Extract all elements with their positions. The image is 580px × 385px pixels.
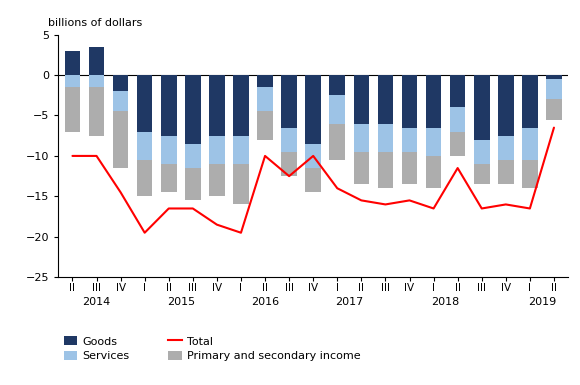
- Bar: [113, 75, 128, 91]
- Bar: [89, 75, 104, 87]
- Bar: [281, 127, 297, 152]
- Bar: [402, 75, 418, 127]
- Bar: [378, 75, 393, 124]
- Bar: [281, 75, 297, 127]
- Bar: [522, 75, 538, 127]
- Bar: [354, 75, 369, 124]
- Bar: [354, 152, 369, 184]
- Bar: [185, 75, 201, 144]
- Bar: [450, 75, 466, 107]
- Bar: [474, 164, 490, 184]
- Bar: [498, 160, 514, 184]
- Bar: [306, 75, 321, 144]
- Bar: [498, 136, 514, 160]
- Bar: [89, 87, 104, 136]
- Text: 2014: 2014: [82, 297, 111, 307]
- Bar: [257, 75, 273, 87]
- Bar: [161, 164, 176, 192]
- Bar: [137, 132, 153, 160]
- Bar: [450, 132, 466, 156]
- Bar: [161, 75, 176, 136]
- Text: 2018: 2018: [432, 297, 460, 307]
- Text: 2015: 2015: [166, 297, 195, 307]
- Bar: [233, 75, 249, 136]
- Bar: [185, 144, 201, 168]
- Text: 2017: 2017: [335, 297, 364, 307]
- Bar: [402, 127, 418, 152]
- Bar: [257, 87, 273, 111]
- Bar: [89, 47, 104, 75]
- Bar: [426, 75, 441, 127]
- Bar: [64, 87, 80, 132]
- Bar: [354, 124, 369, 152]
- Bar: [426, 156, 441, 188]
- Bar: [257, 111, 273, 140]
- Bar: [522, 127, 538, 160]
- Bar: [546, 75, 562, 79]
- Bar: [233, 164, 249, 204]
- Bar: [64, 75, 80, 87]
- Bar: [522, 160, 538, 188]
- Bar: [209, 136, 224, 164]
- Bar: [233, 136, 249, 164]
- Bar: [546, 79, 562, 99]
- Bar: [329, 124, 345, 160]
- Bar: [498, 75, 514, 136]
- Bar: [329, 95, 345, 124]
- Bar: [281, 152, 297, 176]
- Text: billions of dollars: billions of dollars: [48, 18, 142, 28]
- Legend: Goods, Services, Total, Primary and secondary income: Goods, Services, Total, Primary and seco…: [64, 336, 361, 362]
- Bar: [137, 160, 153, 196]
- Bar: [209, 164, 224, 196]
- Bar: [137, 75, 153, 132]
- Bar: [546, 99, 562, 119]
- Bar: [209, 75, 224, 136]
- Bar: [378, 152, 393, 188]
- Text: 2019: 2019: [528, 297, 556, 307]
- Bar: [185, 168, 201, 200]
- Bar: [378, 124, 393, 152]
- Bar: [474, 140, 490, 164]
- Bar: [450, 107, 466, 132]
- Bar: [329, 75, 345, 95]
- Bar: [113, 111, 128, 168]
- Bar: [474, 75, 490, 140]
- Bar: [306, 168, 321, 192]
- Bar: [306, 144, 321, 168]
- Bar: [113, 91, 128, 111]
- Bar: [64, 51, 80, 75]
- Bar: [426, 127, 441, 156]
- Bar: [161, 136, 176, 164]
- Text: 2016: 2016: [251, 297, 279, 307]
- Bar: [402, 152, 418, 184]
